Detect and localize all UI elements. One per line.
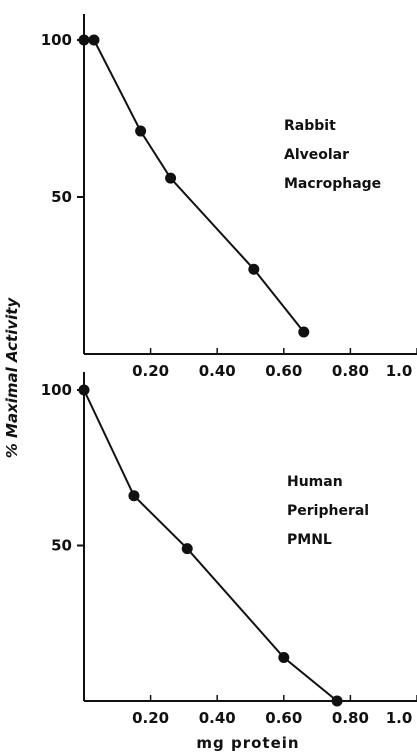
data-point bbox=[278, 651, 290, 663]
panel-annotation-line: PMNL bbox=[287, 532, 332, 548]
x-tick-label: 1.0 bbox=[386, 362, 413, 380]
x-tick-label: 0.20 bbox=[132, 709, 169, 727]
x-tick-label: 0.80 bbox=[332, 362, 369, 380]
data-point bbox=[331, 695, 343, 707]
y-tick-label: 100 bbox=[41, 381, 72, 399]
data-point bbox=[165, 172, 177, 184]
panel-annotation-line: Human bbox=[287, 474, 343, 490]
series-line bbox=[84, 39, 305, 333]
panel-annotation-line: Alveolar bbox=[284, 147, 349, 163]
y-axis-title: % Maximal Activity bbox=[3, 297, 21, 459]
data-point bbox=[298, 326, 310, 338]
y-tick-label: 50 bbox=[51, 537, 72, 555]
panel-human-peripheral-pmnl: 100 50 0.20 0.40 0.60 0.80 1.0 Human Peripheral P… bbox=[41, 372, 417, 727]
data-point bbox=[78, 34, 90, 46]
panel-rabbit-alveolar-macrophage: 100 50 0.20 0.40 0.60 0.80 1.0 Rabbit Alveolar Ma… bbox=[41, 14, 417, 380]
x-tick-label: 0.80 bbox=[332, 709, 369, 727]
data-point bbox=[181, 543, 193, 555]
data-point bbox=[248, 263, 260, 275]
x-tick-label: 0.20 bbox=[132, 362, 169, 380]
data-point bbox=[135, 125, 147, 137]
data-point bbox=[88, 34, 100, 46]
x-axis-title: mg protein bbox=[196, 734, 299, 752]
y-tick-label: 100 bbox=[41, 31, 72, 49]
x-tick-label: 1.0 bbox=[386, 709, 413, 727]
x-tick-label: 0.60 bbox=[265, 362, 302, 380]
panel-annotation-line: Macrophage bbox=[284, 176, 381, 192]
data-point bbox=[78, 384, 90, 396]
panel-annotation-line: Rabbit bbox=[284, 118, 336, 134]
x-tick-label: 0.40 bbox=[199, 709, 236, 727]
y-tick-label: 50 bbox=[51, 188, 72, 206]
data-point bbox=[128, 490, 140, 502]
x-tick-label: 0.60 bbox=[265, 709, 302, 727]
panel-annotation-line: Peripheral bbox=[287, 503, 369, 519]
x-tick-label: 0.40 bbox=[199, 362, 236, 380]
